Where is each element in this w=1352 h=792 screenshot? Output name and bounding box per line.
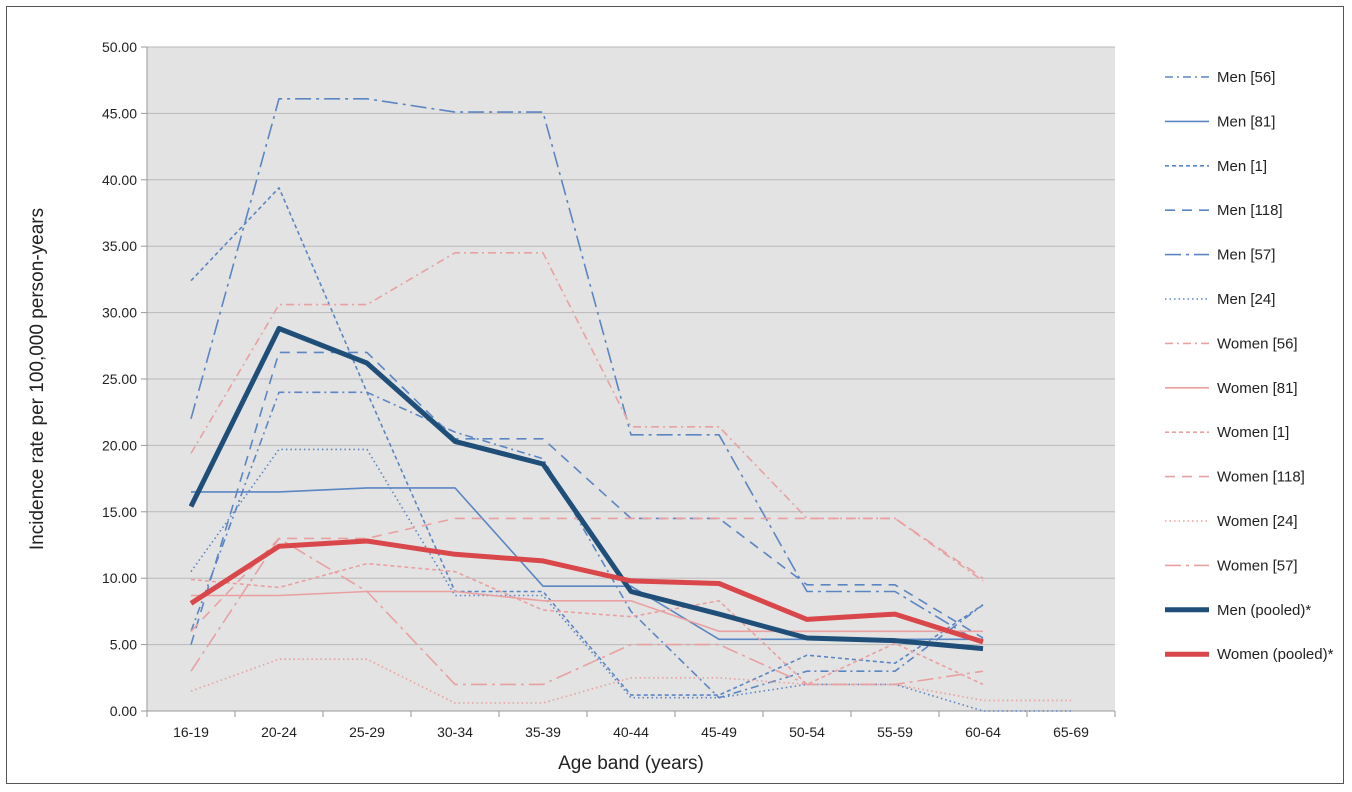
y-axis-title: Incidence rate per 100,000 person-years	[27, 208, 48, 550]
series-line	[190, 448, 1071, 712]
x-tick-label: 50-54	[789, 724, 825, 740]
legend-label: Women (pooled)*	[1217, 646, 1334, 663]
y-tick-label: 50.00	[102, 39, 137, 55]
series-line	[190, 562, 984, 686]
x-tick-label: 20-24	[261, 724, 297, 740]
x-tick-label: 60-64	[965, 724, 1001, 740]
y-tick-label: 25.00	[102, 371, 137, 387]
legend-label: Women [118]	[1217, 469, 1305, 486]
legend-label: Men [81]	[1217, 113, 1275, 130]
y-tick-label: 5.00	[110, 637, 137, 653]
legend-label: Men [56]	[1217, 69, 1275, 86]
x-tick-label: 30-34	[437, 724, 473, 740]
legend-label: Men (pooled)*	[1217, 602, 1311, 619]
series-line	[190, 391, 984, 699]
y-tick-label: 40.00	[102, 172, 137, 188]
x-axis-title: Age band (years)	[558, 753, 704, 774]
legend-label: Women [57]	[1217, 557, 1298, 574]
series-line	[190, 351, 984, 645]
series-line	[190, 537, 984, 686]
y-tick-label: 35.00	[102, 238, 137, 254]
x-tick-label: 16-19	[173, 724, 209, 740]
y-tick-label: 20.00	[102, 437, 137, 453]
y-tick-label: 30.00	[102, 305, 137, 321]
legend: Men [56] Men [81] Men [1] Men [118] Men [57]…	[1165, 69, 1334, 663]
legend-label: Men [24]	[1217, 291, 1275, 308]
series-line	[190, 98, 984, 646]
legend-label: Women [1]	[1217, 424, 1289, 441]
y-tick-label: 45.00	[102, 105, 137, 121]
legend-label: Women [81]	[1217, 380, 1298, 397]
series-line	[190, 658, 1071, 704]
series-line	[190, 517, 984, 632]
y-tick-label: 0.00	[110, 703, 137, 719]
chart-frame: 0.00 5.00 10.00 15.00 20.00 25.00 30.00 35.00 40…	[6, 6, 1344, 784]
y-axis-ticks: 0.00 5.00 10.00 15.00 20.00 25.00 30.00 35.00 40…	[102, 39, 148, 719]
series-line	[190, 187, 984, 696]
legend-label: Women [24]	[1217, 513, 1298, 530]
x-tick-label: 45-49	[701, 724, 737, 740]
legend-label: Men [118]	[1217, 202, 1283, 219]
line-chart: 0.00 5.00 10.00 15.00 20.00 25.00 30.00 35.00 40…	[27, 39, 1334, 774]
x-tick-label: 25-29	[349, 724, 385, 740]
y-tick-label: 10.00	[102, 570, 137, 586]
x-tick-label: 65-69	[1053, 724, 1089, 740]
x-tick-label: 55-59	[877, 724, 913, 740]
legend-label: Men [1]	[1217, 158, 1267, 175]
x-tick-label: 35-39	[525, 724, 561, 740]
series-line	[191, 590, 983, 633]
y-tick-label: 15.00	[102, 504, 137, 520]
x-tick-label: 40-44	[613, 724, 649, 740]
series-line	[189, 538, 984, 645]
series-line	[188, 326, 984, 652]
legend-label: Men [57]	[1217, 247, 1275, 264]
series-lines	[188, 98, 1071, 712]
x-axis-ticks: 16-19 20-24 25-29 30-34 35-39 40-44 45-49 50-54…	[146, 711, 1116, 740]
legend-label: Women [56]	[1217, 335, 1298, 352]
